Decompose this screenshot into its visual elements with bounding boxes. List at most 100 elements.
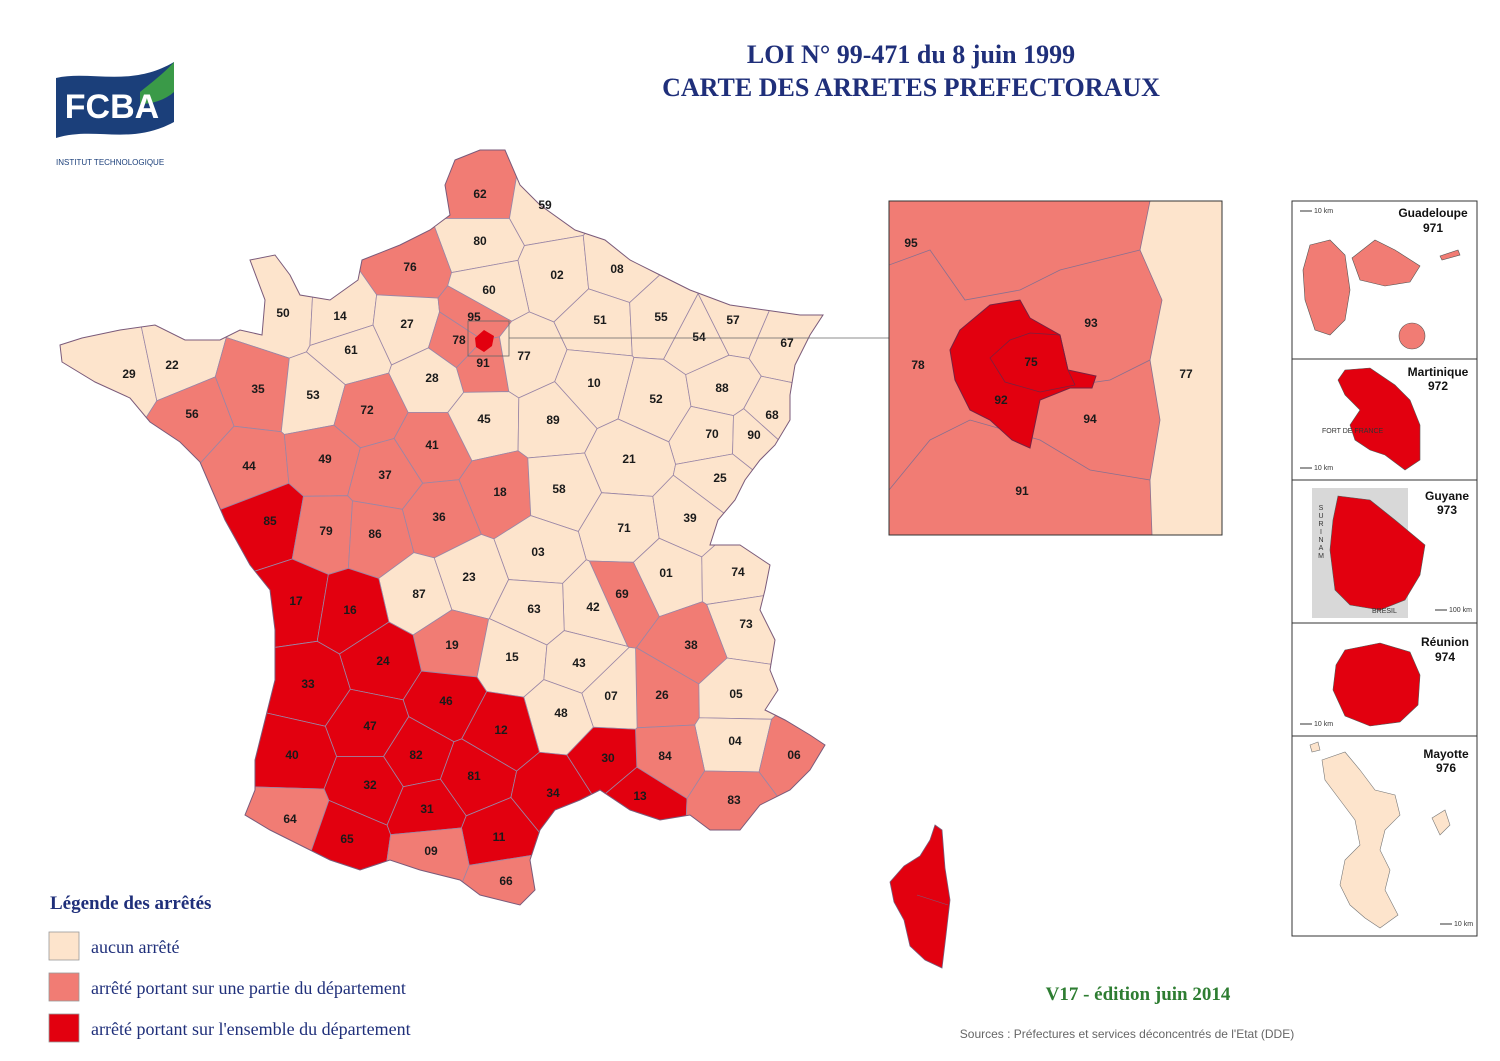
- department-label: 78: [911, 358, 925, 372]
- department-label: 73: [739, 617, 753, 631]
- legend-title: Légende des arrêtés: [50, 893, 211, 914]
- legend-swatch: [48, 931, 80, 961]
- department-label: 26: [655, 688, 669, 702]
- department-label: 49: [318, 452, 332, 466]
- department-label: 95: [904, 236, 918, 250]
- department-label: 52: [649, 392, 663, 406]
- department-label: 76: [403, 260, 417, 274]
- border: [916, 894, 949, 906]
- department-label: 19: [445, 638, 459, 652]
- department-label: 81: [467, 769, 481, 783]
- department-label: 35: [251, 382, 265, 396]
- department-label: 93: [1084, 316, 1098, 330]
- paris-area: [1139, 201, 1222, 535]
- department-label: 50: [276, 306, 290, 320]
- department-label: 72: [360, 403, 374, 417]
- logo-subtitle: INSTITUT TECHNOLOGIQUE: [56, 158, 164, 167]
- department-label: 14: [333, 309, 347, 323]
- department-label: 70: [705, 427, 719, 441]
- department-label: 09: [424, 844, 438, 858]
- inset-code: 971: [1423, 221, 1443, 235]
- title: LOI N° 99-471 du 8 juin 1999: [747, 40, 1075, 69]
- department-label: 87: [412, 587, 426, 601]
- department-label: 16: [343, 603, 357, 617]
- department: [698, 657, 823, 720]
- france-outline: [59, 149, 826, 906]
- inset-frame: [1291, 200, 1478, 937]
- department: [287, 150, 452, 299]
- department-label: 59: [538, 198, 552, 212]
- department-label: 47: [363, 719, 377, 733]
- department-label: 03: [531, 545, 545, 559]
- department-label: 69: [615, 587, 629, 601]
- paris-inset: [889, 201, 1222, 535]
- logo: FCBA INSTITUT TECHNOLOGIQUE: [56, 62, 174, 167]
- scale-label: 10 km: [1454, 921, 1473, 928]
- department-label: 55: [654, 310, 668, 324]
- department-label: 64: [283, 812, 297, 826]
- department-label: 11: [493, 830, 506, 844]
- department-label: 89: [546, 413, 560, 427]
- department-label: 63: [527, 602, 541, 616]
- department-label: 08: [610, 262, 624, 276]
- department-label: 66: [499, 874, 513, 888]
- department-label: 05: [729, 687, 743, 701]
- department-label: 53: [306, 388, 320, 402]
- guadeloupe-shape: [1398, 322, 1426, 350]
- department-label: 92: [994, 393, 1008, 407]
- department: [60, 376, 235, 616]
- department-label: 33: [301, 677, 315, 691]
- overseas-insets: Guadeloupe 971 10 km Martinique 972 FORT…: [1291, 200, 1478, 937]
- inset-name: Mayotte: [1423, 747, 1469, 761]
- department-label: 78: [452, 333, 466, 347]
- department-label: 24: [376, 654, 390, 668]
- department: [701, 511, 825, 605]
- department-label: 82: [409, 748, 423, 762]
- department-label: 77: [1179, 367, 1193, 381]
- department-label: 44: [242, 459, 256, 473]
- department-label: 56: [185, 407, 199, 421]
- martinique-shape: [1337, 367, 1421, 471]
- department-label: 13: [633, 789, 647, 803]
- department-label: 25: [713, 471, 727, 485]
- logo-text: FCBA: [65, 88, 159, 126]
- department-label: 80: [473, 234, 487, 248]
- department-label: 48: [554, 706, 568, 720]
- department: [60, 482, 304, 645]
- department-label: 45: [477, 412, 491, 426]
- title: CARTE DES ARRETES PREFECTORAUX: [662, 73, 1160, 102]
- mayotte-shape: [1309, 741, 1451, 836]
- department-label: 67: [780, 336, 794, 350]
- department-label: 17: [289, 594, 303, 608]
- department-label: 27: [400, 317, 414, 331]
- neighbour-label: SURINAM: [1317, 505, 1324, 561]
- department-label: 88: [715, 381, 729, 395]
- logo-flag: [56, 62, 174, 138]
- logo-wave: [140, 62, 174, 104]
- mayotte-shape: [1321, 751, 1401, 929]
- department-label: 28: [425, 371, 439, 385]
- department: [732, 408, 825, 519]
- department-label: 94: [1083, 412, 1097, 426]
- department-label: 57: [726, 313, 740, 327]
- corsica: [889, 824, 951, 969]
- department-label: 54: [692, 330, 706, 344]
- inset-name: Réunion: [1421, 635, 1469, 649]
- department-label: 42: [586, 600, 600, 614]
- department-label: 51: [593, 313, 607, 327]
- department-label: 43: [572, 656, 586, 670]
- department-label: 41: [425, 438, 439, 452]
- department-label: 91: [1015, 484, 1029, 498]
- department-label: 71: [617, 521, 631, 535]
- legend-swatch: [48, 1013, 80, 1043]
- department-label: 77: [517, 349, 531, 363]
- department-label: 22: [165, 358, 179, 372]
- paris-labels: 95 93 78 75 92 94 91 77: [904, 236, 1193, 498]
- legend: aucun arrêté arrêté portant sur une parti…: [48, 931, 411, 1043]
- department-label: 21: [622, 452, 636, 466]
- department: [681, 770, 825, 905]
- scale-label: 10 km: [1314, 721, 1333, 728]
